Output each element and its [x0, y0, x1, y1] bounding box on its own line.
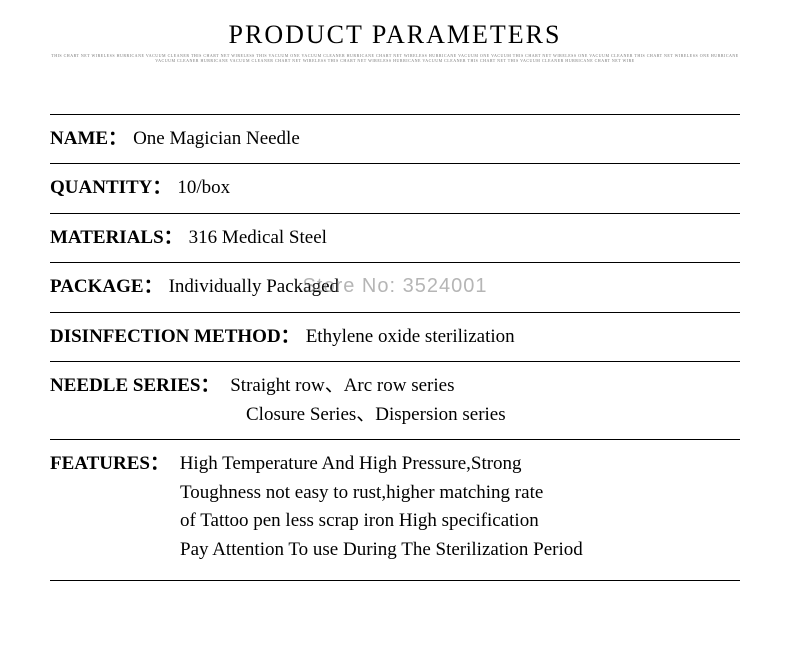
param-value-features-3: of Tattoo pen less scrap iron High speci…: [50, 507, 740, 536]
param-label-features: FEATURES：: [50, 453, 169, 474]
param-row-package: PACKAGE： Individually Packaged: [50, 262, 740, 312]
param-value-quantity: 10/box: [177, 174, 740, 203]
param-row-materials: MATERIALS： 316 Medical Steel: [50, 213, 740, 263]
param-label-quantity: QUANTITY：: [50, 174, 171, 203]
param-value-features-2: Toughness not easy to rust,higher matchi…: [50, 479, 740, 508]
param-value-features-4: Pay Attention To use During The Steriliz…: [50, 536, 740, 565]
param-label-name: NAME：: [50, 125, 127, 154]
param-value-materials: 316 Medical Steel: [189, 224, 740, 253]
bottom-rule: [50, 580, 740, 581]
param-row-features: FEATURES： High Temperature And High Pres…: [50, 439, 740, 574]
param-label-package: PACKAGE：: [50, 273, 163, 302]
param-value-features-1: High Temperature And High Pressure,Stron…: [180, 453, 522, 474]
param-row-disinfection: DISINFECTION METHOD： Ethylene oxide ster…: [50, 312, 740, 362]
page-title: PRODUCT PARAMETERS: [50, 20, 740, 50]
param-value-disinfection: Ethylene oxide sterilization: [306, 323, 740, 352]
subtitle-noise: THIS CHART NET WIRELESS HURRICANE VACUUM…: [50, 54, 740, 64]
param-label-materials: MATERIALS：: [50, 224, 183, 253]
param-value-needle-series-2: Closure Series、Dispersion series: [50, 401, 740, 430]
product-parameters-panel: PRODUCT PARAMETERS THIS CHART NET WIRELE…: [0, 0, 790, 581]
param-label-disinfection: DISINFECTION METHOD：: [50, 323, 300, 352]
param-label-needle-series: NEEDLE SERIES：: [50, 375, 219, 396]
param-row-needle-series: NEEDLE SERIES： Straight row、Arc row seri…: [50, 361, 740, 439]
param-row-name: NAME： One Magician Needle: [50, 114, 740, 164]
param-value-package: Individually Packaged: [169, 273, 740, 302]
param-value-needle-series-1: Straight row、Arc row series: [230, 375, 454, 396]
param-value-name: One Magician Needle: [133, 125, 740, 154]
param-row-quantity: QUANTITY： 10/box: [50, 163, 740, 213]
